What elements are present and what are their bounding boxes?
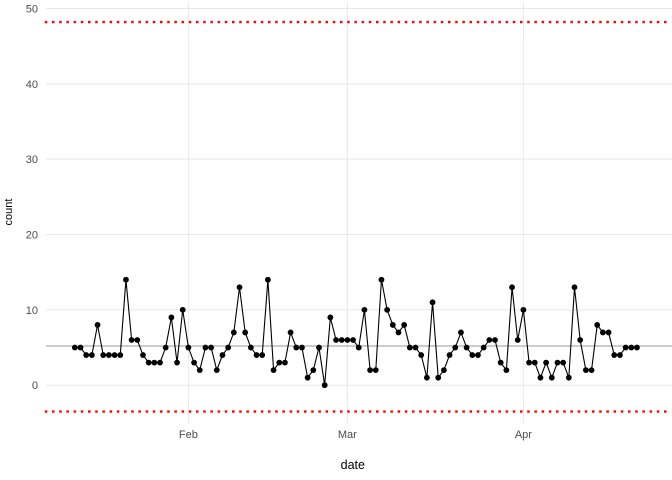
svg-text:50: 50 <box>26 4 38 16</box>
svg-text:Feb: Feb <box>179 429 198 441</box>
svg-text:Apr: Apr <box>515 429 532 441</box>
svg-text:20: 20 <box>26 230 38 242</box>
svg-text:30: 30 <box>26 154 38 166</box>
svg-text:Mar: Mar <box>338 429 357 441</box>
svg-text:40: 40 <box>26 79 38 91</box>
svg-text:10: 10 <box>26 305 38 317</box>
svg-text:0: 0 <box>32 380 38 392</box>
